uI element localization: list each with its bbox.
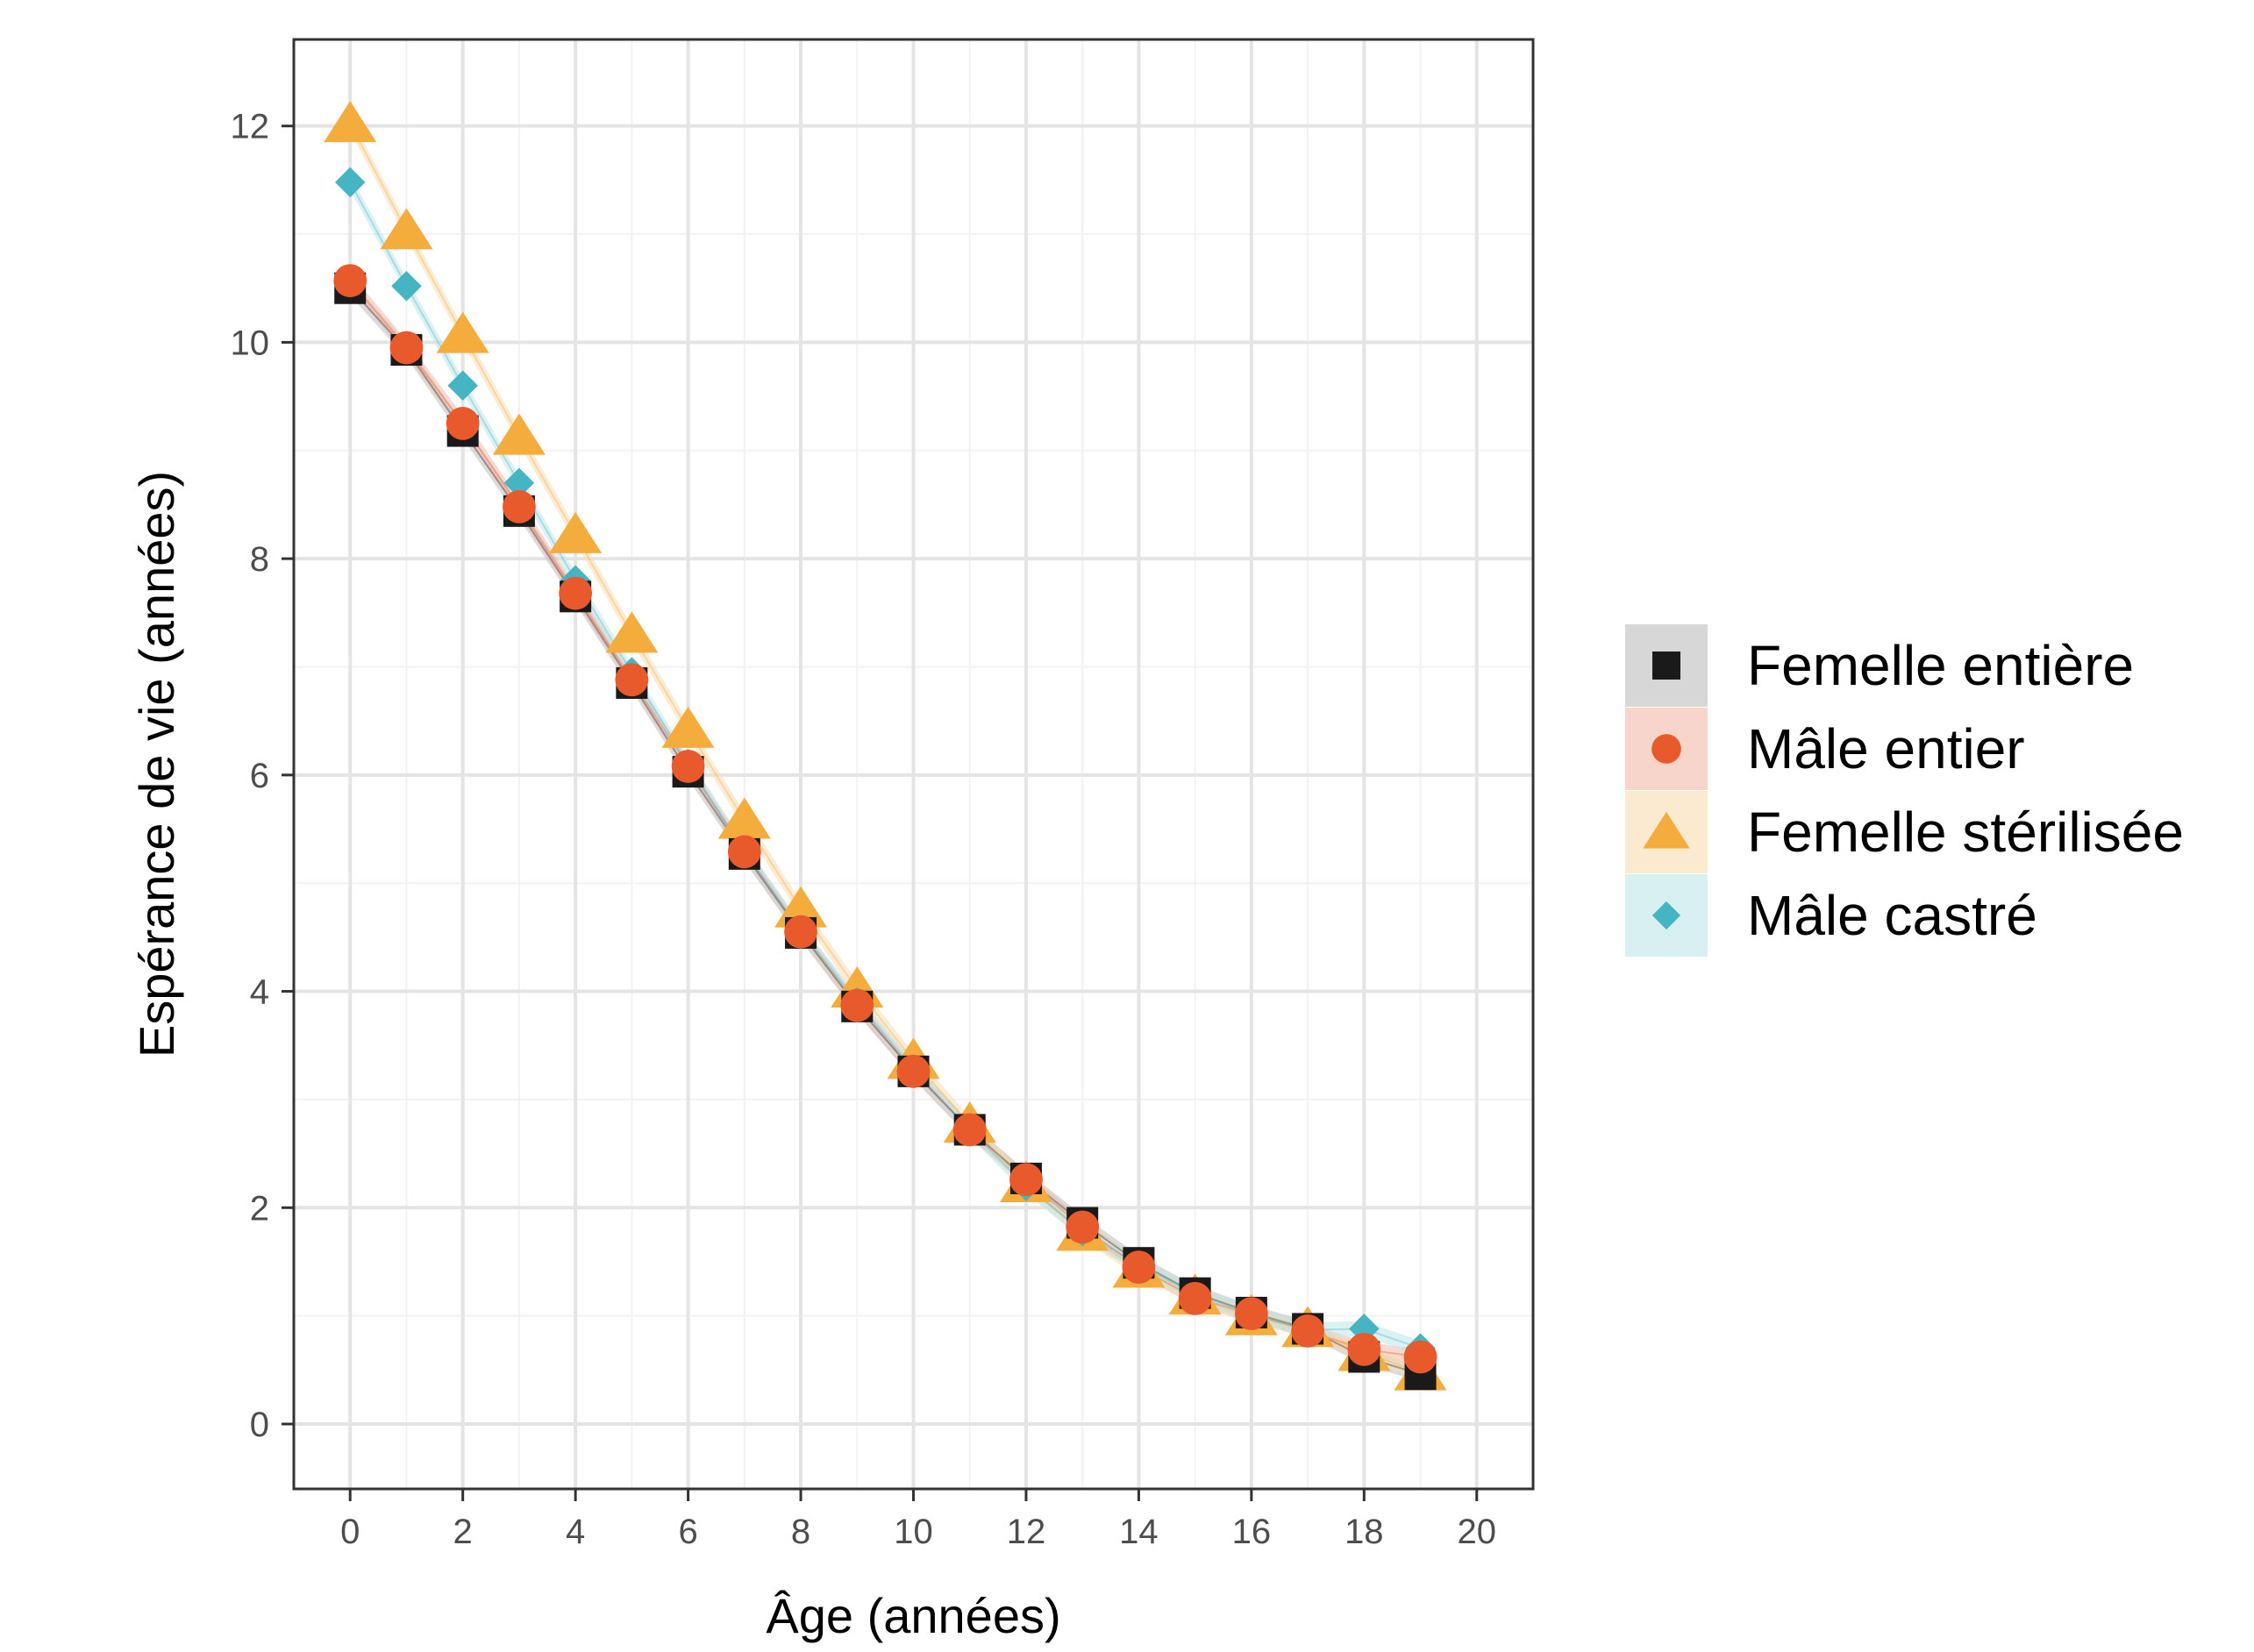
point-male-entier bbox=[1009, 1163, 1043, 1197]
point-male-entier bbox=[840, 988, 874, 1022]
point-male-entier bbox=[1178, 1281, 1212, 1315]
x-tick-label: 18 bbox=[1345, 1513, 1384, 1551]
plot-grid bbox=[294, 39, 1533, 1489]
point-male-castre bbox=[334, 167, 366, 198]
x-tick-label: 0 bbox=[340, 1513, 360, 1551]
point-male-castre bbox=[447, 370, 478, 401]
y-tick-label: 4 bbox=[250, 973, 269, 1012]
y-tick-label: 6 bbox=[250, 757, 269, 795]
point-male-entier bbox=[1234, 1297, 1268, 1331]
point-femelle-sterilisee bbox=[436, 311, 489, 353]
legend-symbol-male-entier bbox=[1651, 734, 1681, 764]
point-male-entier bbox=[671, 750, 705, 783]
point-male-entier bbox=[727, 835, 761, 869]
point-femelle-sterilisee bbox=[661, 706, 715, 748]
x-axis: 0 2 4 6 8 10 12 14 16 18 20 bbox=[340, 1489, 1496, 1551]
point-male-entier bbox=[503, 490, 536, 523]
point-femelle-sterilisee bbox=[774, 886, 828, 928]
point-male-entier bbox=[1066, 1210, 1100, 1244]
point-femelle-sterilisee bbox=[717, 797, 771, 839]
y-axis: 0 2 4 6 8 10 12 bbox=[231, 108, 294, 1444]
point-male-entier bbox=[1291, 1314, 1324, 1348]
point-male-entier bbox=[952, 1113, 987, 1147]
y-tick-label: 10 bbox=[231, 324, 270, 362]
point-male-entier bbox=[389, 331, 424, 365]
y-tick-label: 12 bbox=[231, 108, 270, 146]
point-femelle-sterilisee bbox=[324, 101, 377, 143]
legend-label-male-castre: Mâle castré bbox=[1747, 884, 2037, 947]
point-male-entier bbox=[559, 576, 593, 610]
point-male-entier bbox=[1403, 1340, 1437, 1374]
x-tick-label: 14 bbox=[1119, 1513, 1159, 1551]
point-male-entier bbox=[1122, 1250, 1156, 1285]
legend-symbol-femelle-entiere bbox=[1652, 652, 1680, 680]
y-axis-title: Espérance de vie (années) bbox=[129, 471, 184, 1057]
x-tick-label: 6 bbox=[678, 1513, 697, 1551]
x-tick-label: 8 bbox=[791, 1513, 810, 1551]
point-male-entier bbox=[784, 915, 817, 949]
point-male-castre bbox=[391, 271, 422, 302]
legend-symbol-male-castre bbox=[1651, 901, 1681, 930]
point-femelle-sterilisee bbox=[605, 611, 659, 653]
point-femelle-sterilisee bbox=[492, 413, 546, 455]
x-tick-label: 2 bbox=[453, 1513, 473, 1551]
x-tick-label: 16 bbox=[1232, 1513, 1272, 1551]
y-tick-label: 8 bbox=[250, 540, 269, 579]
x-axis-title: Âge (années) bbox=[766, 1588, 1060, 1643]
point-femelle-sterilisee bbox=[380, 208, 433, 250]
point-male-castre bbox=[503, 467, 535, 499]
x-tick-label: 4 bbox=[566, 1513, 585, 1551]
x-tick-label: 12 bbox=[1007, 1513, 1046, 1551]
point-male-entier bbox=[446, 407, 480, 440]
x-tick-label: 20 bbox=[1458, 1513, 1497, 1551]
legend: Femelle entière Mâle entier Femelle stéril… bbox=[1625, 624, 2184, 957]
point-male-entier bbox=[1347, 1332, 1381, 1366]
legend-label-femelle-sterilisee: Femelle stérilisée bbox=[1747, 801, 2184, 864]
point-male-entier bbox=[333, 264, 367, 297]
point-male-entier bbox=[896, 1054, 931, 1088]
x-tick-label: 10 bbox=[894, 1513, 933, 1551]
data-points bbox=[324, 101, 1447, 1391]
y-tick-label: 2 bbox=[250, 1189, 269, 1228]
legend-label-male-entier: Mâle entier bbox=[1747, 717, 2025, 780]
point-male-entier bbox=[615, 663, 649, 697]
y-tick-label: 0 bbox=[250, 1406, 269, 1444]
point-femelle-sterilisee bbox=[549, 511, 603, 553]
legend-label-femelle-entiere: Femelle entière bbox=[1747, 634, 2134, 697]
legend-symbol-femelle-sterilisee bbox=[1643, 811, 1690, 849]
